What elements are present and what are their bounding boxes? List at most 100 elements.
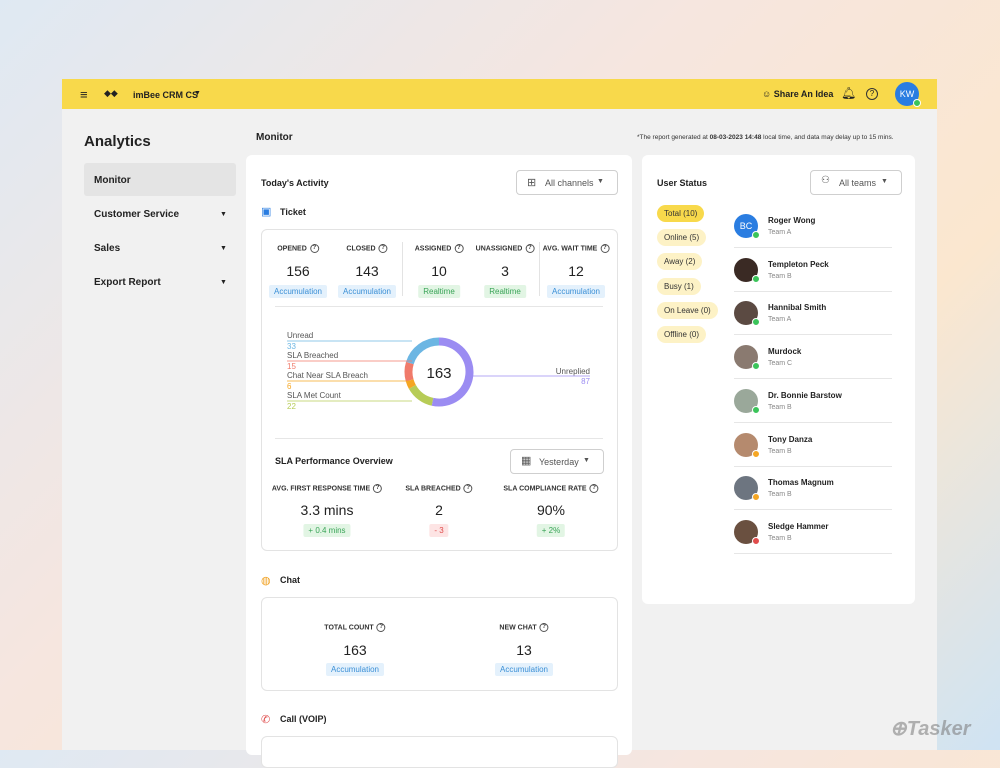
stat-value: 13 [516, 642, 532, 658]
call-icon: ✆ [261, 714, 271, 726]
top-bar [62, 79, 937, 109]
info-icon[interactable]: ? [373, 484, 383, 493]
legend-value: 87 [581, 377, 590, 386]
date-filter[interactable]: ▦ Yesterday ▼ [510, 449, 604, 474]
info-icon[interactable]: ? [376, 623, 386, 632]
share-text: Share An Idea [773, 89, 834, 99]
nav-item[interactable]: Customer Service [94, 209, 180, 220]
chat-title: Chat [280, 575, 300, 585]
info-icon[interactable]: ? [454, 244, 464, 253]
info-icon[interactable]: ? [539, 623, 549, 632]
filter-text: Yesterday [539, 457, 579, 467]
stat-value: 163 [343, 642, 367, 658]
help-icon[interactable]: ? [866, 88, 878, 100]
stat-value: 3.3 mins [300, 502, 354, 518]
user-team: Team B [768, 534, 792, 542]
donut-segment [408, 384, 434, 406]
stat-label: SLA BREACHED? [405, 484, 473, 493]
nav-item[interactable]: Export Report [94, 277, 161, 288]
info-icon[interactable]: ? [600, 244, 610, 253]
app-name[interactable]: imBee CRM CS [133, 90, 199, 100]
team-filter[interactable]: ⚇ All teams ▼ [810, 170, 902, 195]
stat-value: 3 [501, 263, 509, 279]
user-team: Team B [768, 491, 792, 499]
status-dot [752, 493, 760, 502]
note: *The report generated at [637, 134, 710, 141]
logo: ◆◆ [104, 88, 118, 98]
status-pill[interactable]: Busy (1) [657, 277, 701, 295]
user-name: Hannibal Smith [768, 303, 827, 313]
caret[interactable]: ▼ [220, 245, 227, 252]
status-dot [752, 274, 760, 283]
avatar[interactable]: KW [895, 82, 919, 106]
info-icon[interactable]: ? [309, 244, 319, 253]
stat-tag: Realtime [418, 285, 460, 298]
stat-value: 156 [286, 263, 310, 279]
info-icon[interactable]: ? [589, 484, 599, 493]
stat-tag: + 2% [536, 524, 566, 537]
nav-item[interactable]: Monitor [94, 175, 131, 186]
stat-label: ASSIGNED? [415, 244, 464, 253]
stat-tag: Accumulation [494, 663, 554, 676]
stat-label: UNASSIGNED? [476, 244, 535, 253]
status-pill[interactable]: Online (5) [657, 229, 707, 247]
divider [734, 465, 892, 467]
status-dot [752, 318, 760, 327]
user-name: Sledge Hammer [768, 521, 829, 531]
user-status-title: User Status [657, 178, 708, 188]
user-team: Team B [768, 403, 792, 411]
status-dot [752, 362, 760, 371]
user-team: Team C [768, 360, 793, 368]
watermark-text: Tasker [906, 718, 971, 740]
user-name: Tony Danza [768, 434, 813, 444]
stat-label: NEW CHAT? [499, 623, 549, 632]
info-icon[interactable]: ? [378, 244, 388, 253]
info-icon[interactable]: ? [463, 484, 473, 493]
divider [275, 306, 603, 307]
report-note: *The report generated at 08-03-2023 14:4… [637, 134, 894, 141]
sla-title: SLA Performance Overview [275, 456, 393, 466]
activity-title: Today's Activity [261, 178, 329, 188]
stat-label: AVG. FIRST RESPONSE TIME? [272, 484, 383, 493]
caret[interactable]: ▼ [194, 90, 201, 97]
donut-segment [431, 337, 474, 407]
info-icon[interactable]: ? [525, 244, 535, 253]
status-pill[interactable]: On Leave (0) [657, 301, 718, 319]
caret[interactable]: ▼ [220, 279, 227, 286]
status-pill[interactable]: Total (10) [657, 205, 705, 222]
stat-tag: + 0.4 mins [303, 524, 351, 537]
user-name: Thomas Magnum [768, 478, 834, 488]
menu-icon[interactable]: ≡ [80, 87, 88, 102]
user-team: Team A [768, 229, 792, 236]
divider [734, 290, 892, 292]
stat-value: 10 [431, 263, 447, 279]
bell-icon[interactable]: 🔔︎ [841, 86, 857, 100]
donut-segment [405, 379, 416, 389]
divider [734, 247, 892, 248]
legend-value: 15 [287, 362, 296, 371]
user-team: Team B [768, 447, 792, 455]
status-pill[interactable]: Offline (0) [657, 326, 706, 343]
sidebar-title: Analytics [84, 133, 151, 150]
status-pill[interactable]: Away (2) [657, 253, 703, 271]
donut-total: 163 [426, 365, 451, 382]
donut-segment [404, 361, 414, 382]
stat-value: 12 [568, 263, 584, 279]
caret[interactable]: ▼ [220, 211, 227, 218]
divider [539, 242, 540, 296]
status-dot [752, 536, 760, 545]
user-team: Team A [768, 316, 792, 324]
watermark: ⊕Tasker [890, 718, 971, 740]
stat-tag: Accumulation [325, 663, 385, 676]
nav-item[interactable]: Sales [94, 243, 121, 254]
legend-value: 6 [287, 382, 292, 391]
share-button[interactable]: ☺ Share An Idea [762, 89, 834, 99]
stat-value: 2 [435, 502, 443, 518]
call-box [261, 736, 618, 768]
status-dot [752, 449, 760, 458]
channel-filter[interactable]: ⊞ All channels ▼ [516, 170, 618, 195]
note-date: 08-03-2023 14:48 [709, 134, 762, 141]
divider [275, 438, 603, 439]
